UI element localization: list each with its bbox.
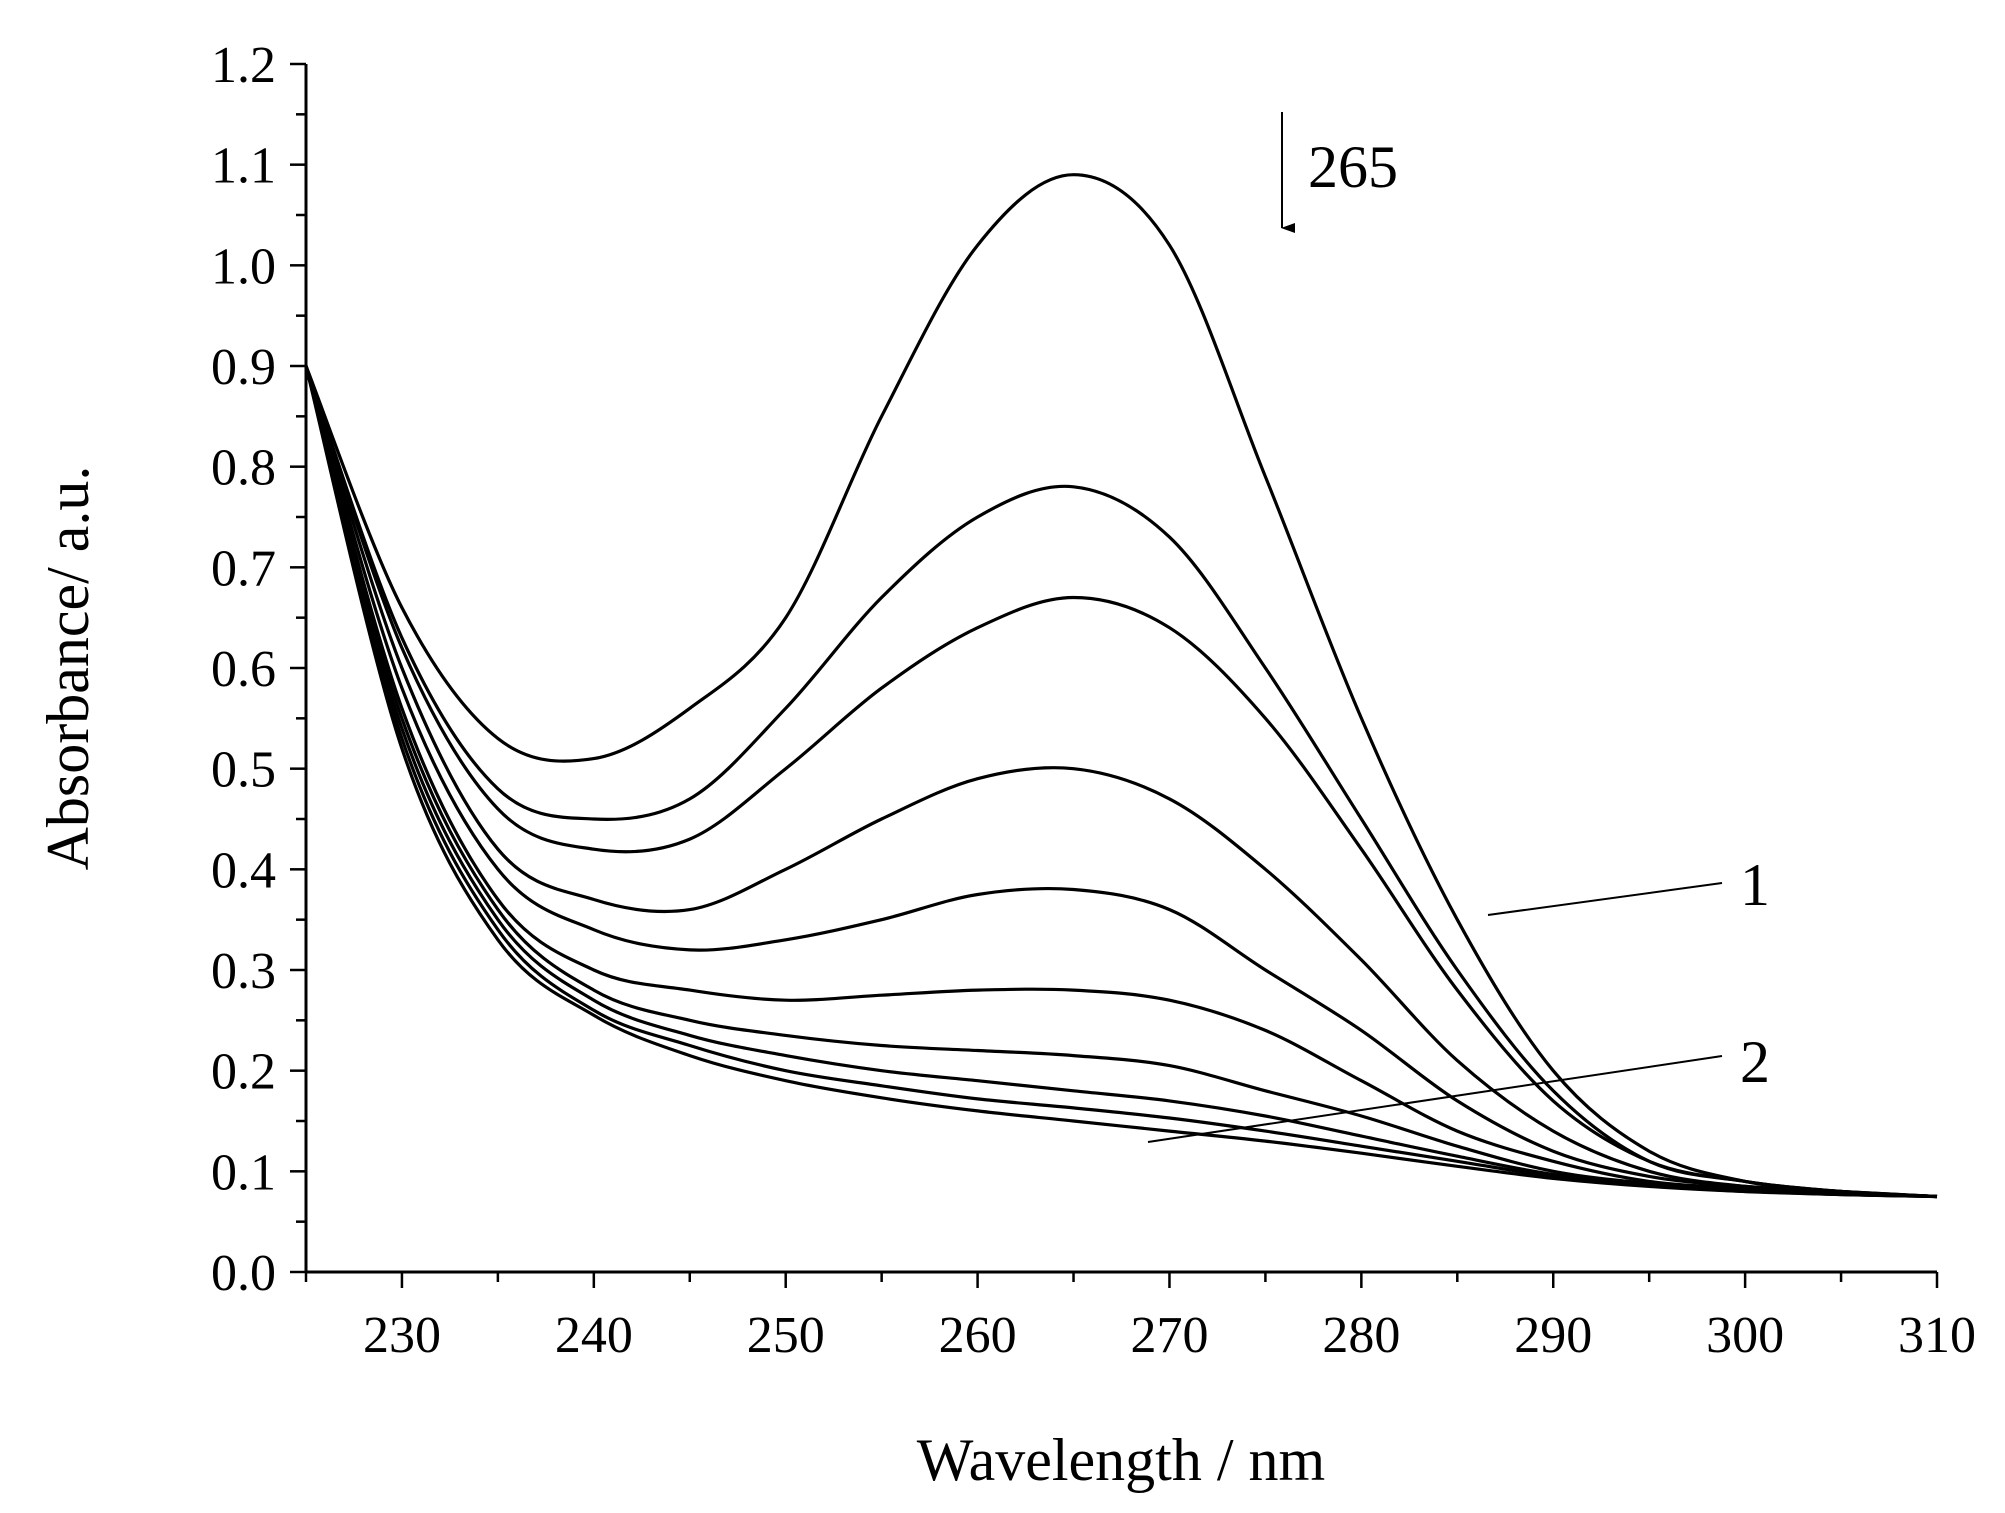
arrow-label-265: 265 [1308,134,1398,200]
leader-curve-2 [1147,1055,1723,1143]
y-tick-label: 1.2 [211,37,276,94]
x-tick-label: 300 [1706,1307,1784,1364]
curve-label-1: 1 [1740,852,1770,918]
y-tick-label: 0.3 [211,943,276,1000]
x-tick-label: 260 [939,1307,1017,1364]
x-tick-label: 280 [1322,1307,1400,1364]
y-tick-label: 0.6 [211,641,276,698]
x-tick-label: 230 [363,1307,441,1364]
x-tick-label: 250 [747,1307,825,1364]
y-tick-label: 0.1 [211,1144,276,1201]
x-axis-title: Wavelength / nm [917,1427,1325,1493]
y-tick-label: 1.0 [211,238,276,295]
y-tick-label: 0.7 [211,540,276,597]
series-line-2 [304,365,1938,1199]
x-tick-label: 310 [1898,1307,1976,1364]
series-line-4 [304,365,1938,1199]
y-tick-label: 0.9 [211,339,276,396]
y-tick-label: 0.5 [211,742,276,799]
series-line-3 [304,365,1938,1199]
plot-area: 230 240 250 260 270 280 290 300 310 0.0 0.1 0.2 0.3 0… [211,37,1976,1364]
y-tick-label: 0.8 [211,440,276,497]
x-tick-label: 290 [1514,1307,1592,1364]
series-line-1 [304,173,1938,1199]
series-group [304,173,1938,1199]
series-line-5 [304,365,1938,1199]
y-tick-label: 1.1 [211,138,276,195]
series-line-8 [304,365,1938,1199]
leader-curve-1 [1487,882,1723,916]
x-tick-label: 270 [1130,1307,1208,1364]
x-tick-label: 240 [555,1307,633,1364]
axis-ticks: 230 240 250 260 270 280 290 300 310 0.0 0.1 0.2 0.3 0… [211,37,1976,1364]
y-tick-label: 0.0 [211,1245,276,1302]
series-line-6 [304,365,1938,1199]
y-tick-label: 0.2 [211,1044,276,1101]
series-line-9 [304,365,1938,1199]
series-line-7 [304,365,1938,1199]
series-line-10 [304,365,1938,1199]
curve-label-2: 2 [1740,1029,1770,1095]
y-tick-label: 0.4 [211,842,276,899]
y-axis-title: Absorbance/ a.u. [35,466,101,871]
